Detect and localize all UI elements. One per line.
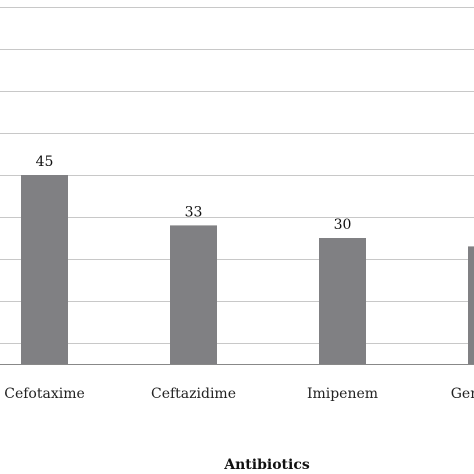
bar-imipenem [319,238,366,364]
bar-cefotaxime [21,175,68,364]
data-label-ceftazidime: 33 [185,204,203,220]
x-tick-gentamicin: Gentamicin [451,386,474,402]
data-label-imipenem: 30 [334,217,352,233]
bar-ceftazidime [170,225,217,364]
x-tick-cefotaxime: Cefotaxime [4,386,85,402]
x-tick-labels: Cefotaxime Ceftazidime Imipenem Gentamicin [4,386,474,402]
data-label-cefotaxime: 45 [36,154,54,170]
bar-gentamicin [468,246,474,364]
gridlines [0,7,474,344]
bars [21,175,474,364]
x-tick-imipenem: Imipenem [307,386,378,402]
data-labels: 45 33 30 [36,154,352,233]
x-tick-ceftazidime: Ceftazidime [151,386,236,402]
x-axis-title: Antibiotics [223,457,310,473]
